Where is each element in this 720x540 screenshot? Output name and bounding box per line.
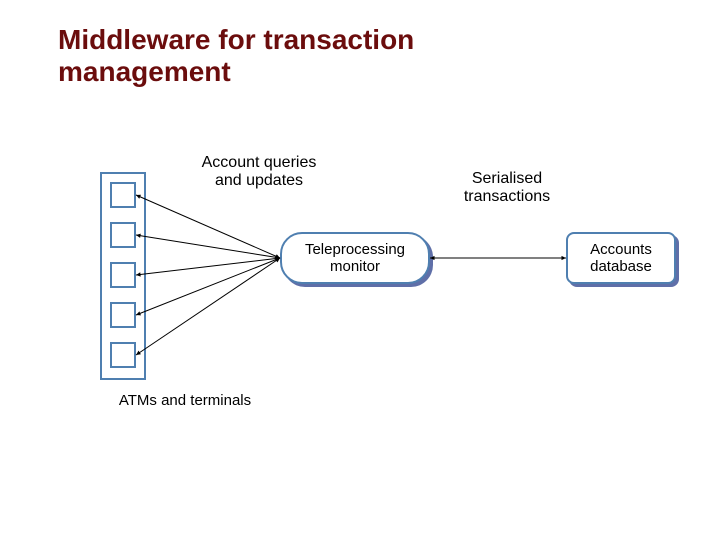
terminal-box [110,342,136,368]
accounts-database-node: Accountsdatabase [566,232,676,284]
terminal-box [110,302,136,328]
terminal-box [110,222,136,248]
node-label: Teleprocessingmonitor [305,241,405,276]
label-account-queries: Account queriesand updates [174,154,344,190]
terminal-box [110,262,136,288]
terminal-box [110,182,136,208]
teleprocessing-monitor-node: Teleprocessingmonitor [280,232,430,284]
label-serialised-transactions: Serialisedtransactions [442,170,572,206]
slide-title: Middleware for transactionmanagement [58,24,414,88]
label-atms-terminals: ATMs and terminals [100,392,270,409]
node-label: Accountsdatabase [590,241,652,276]
